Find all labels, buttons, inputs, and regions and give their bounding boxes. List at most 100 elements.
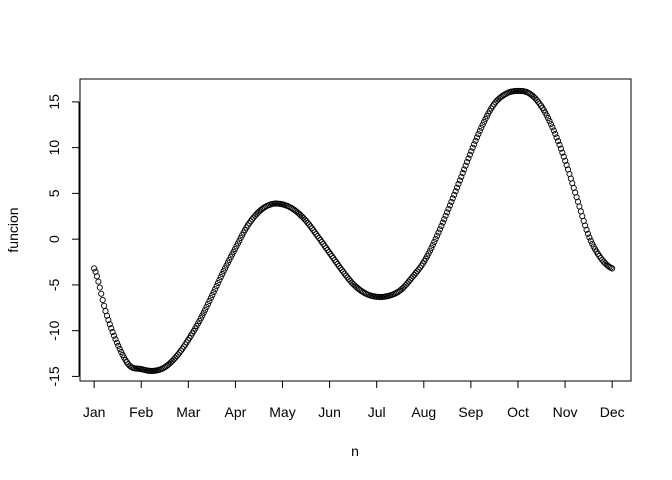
y-tick-label: 0 <box>46 235 62 243</box>
data-point <box>210 289 217 296</box>
data-point <box>471 141 478 148</box>
data-point <box>115 342 122 349</box>
data-point <box>103 312 110 319</box>
data-point <box>212 286 219 293</box>
data-point <box>429 241 436 248</box>
data-point <box>583 226 590 233</box>
y-tick-label: 5 <box>46 189 62 197</box>
data-point <box>451 191 458 198</box>
data-point <box>101 302 108 309</box>
data-point <box>213 283 220 290</box>
data-point <box>105 316 112 324</box>
data-point <box>479 121 486 128</box>
data-point <box>305 221 313 228</box>
data-point <box>219 271 226 278</box>
y-axis: -15 -10 -5 0 5 10 15 <box>46 94 80 387</box>
data-point <box>453 184 461 191</box>
data-point <box>476 127 483 134</box>
data-point <box>435 229 442 236</box>
data-point <box>112 336 119 343</box>
data-point <box>170 356 177 363</box>
data-point <box>468 148 475 155</box>
data-point <box>472 137 479 144</box>
data-point <box>546 118 553 125</box>
x-tick-label: Mar <box>176 404 200 420</box>
data-point <box>116 345 123 353</box>
data-point <box>431 238 438 245</box>
x-tick-label: Jun <box>318 404 341 420</box>
data-point <box>91 265 98 272</box>
data-point <box>214 280 221 287</box>
x-axis: Jan Feb Mar Apr May Jun Jul Aug Sep Oct Nov Dec <box>83 380 625 420</box>
data-point <box>549 124 556 131</box>
data-point <box>99 296 106 304</box>
data-point <box>461 166 468 173</box>
data-point <box>203 303 210 310</box>
data-point <box>556 141 563 148</box>
data-point <box>456 177 463 184</box>
data-point <box>109 329 116 336</box>
data-point <box>560 153 567 160</box>
y-tick-label: 10 <box>46 140 62 156</box>
data-point <box>432 235 439 242</box>
data-point <box>207 294 214 302</box>
data-point <box>584 230 592 237</box>
y-tick-label: -15 <box>46 366 62 386</box>
data-point <box>414 268 421 275</box>
data-point <box>118 348 125 356</box>
data-point <box>204 300 212 307</box>
x-tick-label: Apr <box>225 404 247 420</box>
data-point <box>562 157 569 164</box>
data-point <box>553 134 560 141</box>
data-point <box>609 265 616 272</box>
data-point <box>341 270 348 277</box>
data-point <box>463 158 471 166</box>
data-point <box>176 349 183 356</box>
y-tick-label: -10 <box>46 320 62 340</box>
data-point <box>462 162 469 169</box>
x-tick-label: Dec <box>600 404 625 420</box>
data-point <box>445 205 452 212</box>
data-point <box>428 244 435 251</box>
data-point <box>452 188 459 195</box>
x-tick-label: Jul <box>368 404 386 420</box>
x-tick-label: Nov <box>553 404 578 420</box>
data-point <box>448 198 455 205</box>
data-point <box>220 268 227 275</box>
data-point <box>175 351 182 358</box>
x-tick-label: Aug <box>411 404 436 420</box>
data-point <box>438 222 445 230</box>
data-point <box>338 266 345 273</box>
data-point <box>552 130 559 137</box>
data-point <box>455 180 462 188</box>
x-tick-label: Jan <box>83 404 106 420</box>
data-point <box>582 222 589 229</box>
data-point <box>337 264 344 272</box>
data-point <box>434 232 441 239</box>
data-point <box>217 273 224 281</box>
data-point <box>307 223 314 230</box>
data-point <box>95 278 102 285</box>
data-point <box>481 118 488 125</box>
x-tick-label: May <box>269 404 295 420</box>
data-point <box>111 332 118 339</box>
y-tick-label: -5 <box>46 278 62 291</box>
data-point <box>202 306 209 313</box>
data-point <box>557 145 564 152</box>
data-point <box>301 216 308 223</box>
points-group <box>91 87 616 375</box>
data-point <box>586 234 593 241</box>
x-tick-label: Sep <box>458 404 483 420</box>
data-point <box>535 98 542 105</box>
data-point <box>199 312 206 319</box>
data-point <box>415 266 422 273</box>
y-axis-label: funcion <box>5 207 21 252</box>
data-point <box>106 321 113 328</box>
data-point <box>98 290 105 297</box>
data-point <box>96 284 103 291</box>
data-point <box>547 121 555 128</box>
data-point <box>441 216 448 223</box>
data-point <box>545 115 552 122</box>
data-point <box>559 149 566 156</box>
y-tick-label: 15 <box>46 94 62 110</box>
